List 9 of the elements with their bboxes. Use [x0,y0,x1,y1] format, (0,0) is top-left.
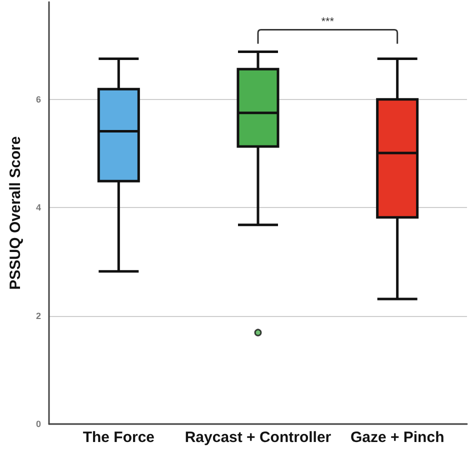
x-tick-label: The Force [82,429,155,446]
y-tick-label: 4 [36,202,41,213]
x-tick-label: Gaze + Pinch [350,429,444,446]
y-tick-label: 0 [36,419,41,429]
y-tick-label: 2 [36,310,41,321]
y-tick-label: 6 [36,94,41,104]
x-tick-label: Raycast + Controller [184,429,332,446]
y-axis-title: PSSUQ Overall Score [7,136,24,290]
annotation: *** [321,16,335,28]
